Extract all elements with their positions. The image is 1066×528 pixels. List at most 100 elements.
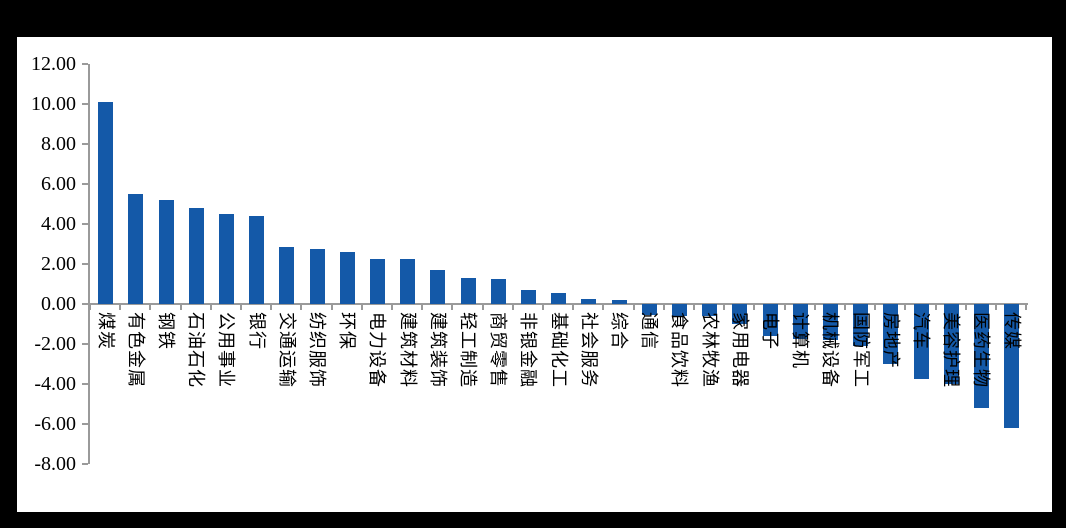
category-label: 电力设备 <box>367 311 388 388</box>
category-label: 银行 <box>246 311 267 350</box>
y-axis-tick <box>82 222 88 225</box>
category-label: 建筑材料 <box>397 311 418 388</box>
category-label: 建筑装饰 <box>427 311 448 388</box>
y-axis-tick <box>82 182 88 185</box>
y-axis-tick-label: -8.00 <box>34 452 76 475</box>
bar <box>249 215 265 304</box>
x-axis-tick <box>844 304 846 310</box>
category-label: 食品饮料 <box>669 311 690 388</box>
x-axis-tick <box>813 304 816 310</box>
x-axis-tick <box>783 304 786 310</box>
bar <box>309 248 325 304</box>
x-axis-tick <box>179 304 182 310</box>
y-axis-tick-label: 6.00 <box>41 172 76 195</box>
category-label: 医药生物 <box>971 311 992 388</box>
y-axis-tick <box>82 262 88 265</box>
y-axis-tick-label: -6.00 <box>34 412 76 435</box>
x-axis-tick <box>904 304 907 310</box>
bar <box>943 303 959 384</box>
x-axis-tick <box>753 304 756 310</box>
category-label: 基础化工 <box>548 311 569 388</box>
category-label: 钢铁 <box>156 311 176 350</box>
bar <box>188 207 204 304</box>
x-axis-tick <box>209 304 212 310</box>
x-axis-tick <box>632 304 635 310</box>
x-axis-tick <box>89 304 91 310</box>
bar <box>551 292 567 304</box>
bar <box>641 303 657 315</box>
category-label: 机械设备 <box>820 311 841 388</box>
x-axis-tick <box>391 304 393 310</box>
category-label: 环保 <box>337 311 358 350</box>
x-axis-tick <box>421 304 424 310</box>
category-label: 农林牧渔 <box>699 311 720 388</box>
category-label: 交通运输 <box>276 311 297 388</box>
y-axis-tick-label: -2.00 <box>34 332 76 355</box>
category-label: 传媒 <box>1001 311 1022 350</box>
bar <box>853 303 869 346</box>
y-axis-tick-label: 4.00 <box>41 212 76 235</box>
x-axis-tick <box>1025 304 1028 310</box>
bar <box>430 269 446 304</box>
x-axis-tick <box>511 304 514 310</box>
bar <box>158 199 174 304</box>
x-axis-tick <box>934 304 937 310</box>
bar <box>279 246 295 304</box>
x-axis-tick <box>995 304 997 310</box>
x-axis-tick <box>693 304 695 310</box>
x-axis-tick <box>451 304 454 310</box>
y-axis-tick <box>82 422 88 425</box>
category-label: 社会服务 <box>578 311 599 388</box>
category-label: 通信 <box>639 311 660 350</box>
x-axis-tick <box>602 304 605 310</box>
y-axis-tick <box>82 62 88 65</box>
x-axis-tick <box>874 304 877 310</box>
y-axis-tick-label: 8.00 <box>41 132 76 155</box>
y-axis-tick-label: 2.00 <box>41 252 76 275</box>
bar <box>1004 303 1020 428</box>
bar <box>671 303 687 316</box>
x-axis-tick <box>481 304 484 310</box>
x-axis-tick <box>572 304 575 310</box>
x-axis-tick <box>330 304 333 310</box>
bar <box>792 303 808 339</box>
bar <box>883 303 899 364</box>
bar <box>490 278 506 304</box>
x-axis-tick <box>662 304 665 310</box>
category-label: 汽车 <box>911 311 931 350</box>
category-label: 非银金融 <box>518 311 539 388</box>
category-label: 国防军工 <box>850 311 871 388</box>
category-label: 房地产 <box>880 311 901 369</box>
y-axis-tick <box>82 462 88 465</box>
bar <box>369 258 385 304</box>
bar <box>581 298 597 304</box>
category-label: 纺织服饰 <box>307 311 327 388</box>
y-axis-tick <box>82 382 88 385</box>
category-label: 家用电器 <box>729 311 750 388</box>
y-axis-tick <box>82 342 88 345</box>
bar <box>218 213 234 304</box>
category-label: 煤炭 <box>95 311 116 350</box>
x-axis-tick <box>542 304 544 310</box>
bar <box>400 258 416 304</box>
x-axis-tick <box>149 304 152 310</box>
bar <box>460 277 476 304</box>
bar <box>520 289 536 304</box>
y-axis-tick-label: 0.00 <box>41 292 76 315</box>
category-label: 计算机 <box>790 311 811 369</box>
bar <box>762 303 778 336</box>
y-axis-tick-label: 12.00 <box>31 52 76 75</box>
x-axis-tick <box>270 304 273 310</box>
x-axis-tick <box>300 304 303 310</box>
bar <box>732 303 748 324</box>
bar <box>339 251 355 304</box>
category-label: 综合 <box>609 311 629 350</box>
category-label: 石油石化 <box>186 311 207 388</box>
category-label: 美容护理 <box>941 311 962 388</box>
category-label: 有色金属 <box>125 311 146 388</box>
bar <box>973 303 989 408</box>
category-label: 商贸零售 <box>488 311 509 388</box>
y-axis-tick-label: 10.00 <box>31 92 76 115</box>
